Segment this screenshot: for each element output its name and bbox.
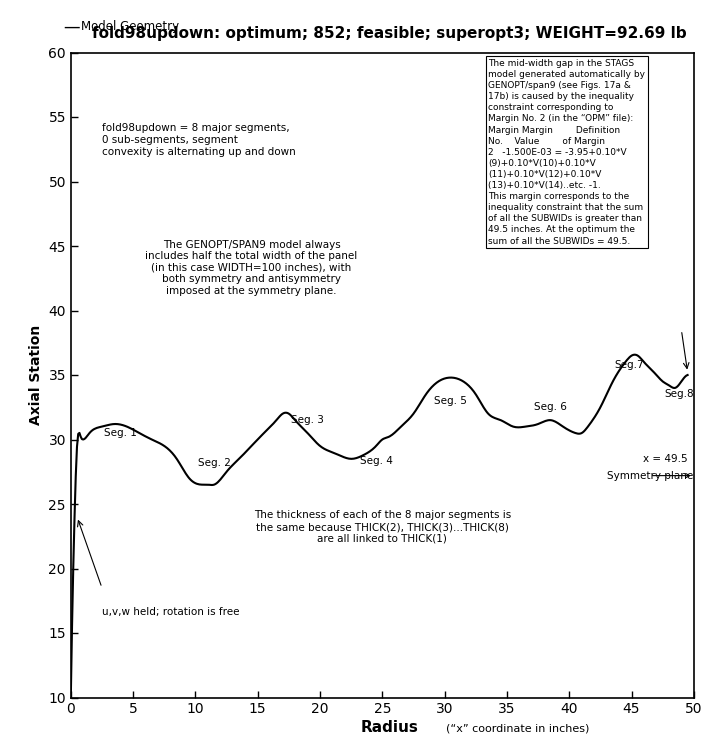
Text: The mid-width gap in the STAGS
model generated automatically by
GENOPT/span9 (se: The mid-width gap in the STAGS model gen… bbox=[489, 59, 645, 245]
Text: fold98updown: optimum; 852; feasible; superopt3; WEIGHT=92.69 lb: fold98updown: optimum; 852; feasible; su… bbox=[92, 26, 687, 41]
Text: Symmetry plane: Symmetry plane bbox=[607, 470, 693, 481]
Text: fold98updown = 8 major segments,
0 sub-segments, segment
convexity is alternatin: fold98updown = 8 major segments, 0 sub-s… bbox=[102, 124, 296, 157]
Y-axis label: Axial Station: Axial Station bbox=[29, 325, 42, 425]
Text: The GENOPT/SPAN9 model always
includes half the total width of the panel
(in thi: The GENOPT/SPAN9 model always includes h… bbox=[145, 239, 358, 296]
Text: x = 49.5: x = 49.5 bbox=[643, 454, 687, 464]
Text: Seg. 3: Seg. 3 bbox=[291, 416, 324, 425]
Text: Seg. 5: Seg. 5 bbox=[435, 396, 467, 406]
Text: Seg. 1: Seg. 1 bbox=[104, 428, 137, 438]
Text: Model Geometry: Model Geometry bbox=[81, 20, 180, 33]
Text: Radius: Radius bbox=[360, 720, 418, 735]
Text: The thickness of each of the 8 major segments is
the same because THICK(2), THIC: The thickness of each of the 8 major seg… bbox=[253, 511, 511, 544]
Text: u,v,w held; rotation is free: u,v,w held; rotation is free bbox=[102, 608, 239, 617]
Text: —: — bbox=[64, 17, 80, 35]
Text: Seg. 4: Seg. 4 bbox=[360, 457, 392, 466]
Text: Seg.8: Seg.8 bbox=[664, 389, 694, 399]
Text: Seg.7: Seg.7 bbox=[615, 360, 644, 370]
Text: (“x” coordinate in inches): (“x” coordinate in inches) bbox=[446, 724, 590, 734]
Text: Seg. 6: Seg. 6 bbox=[534, 402, 567, 412]
Text: Seg. 2: Seg. 2 bbox=[198, 458, 231, 468]
